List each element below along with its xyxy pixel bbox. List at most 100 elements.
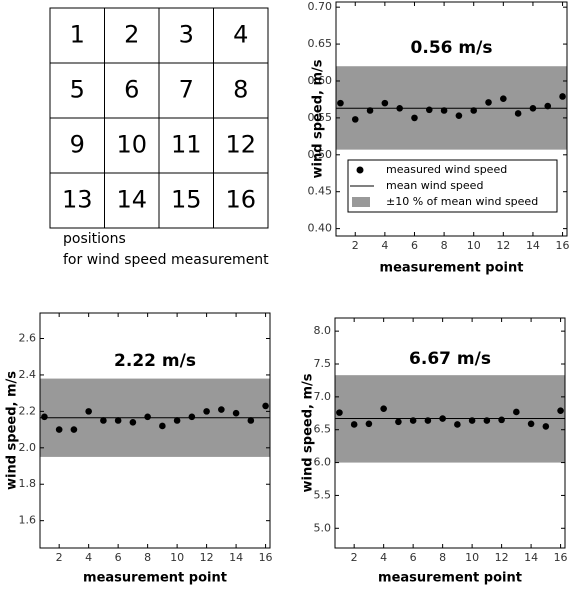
x-tick-label: 16 [556, 239, 570, 252]
data-point [527, 420, 535, 428]
data-point [559, 93, 566, 100]
y-tick-label: 0.40 [308, 222, 333, 235]
plot-frame [39, 312, 271, 549]
x-tick-label: 10 [465, 551, 479, 564]
data-point [247, 417, 255, 424]
data-point [544, 102, 552, 110]
data-point [365, 420, 373, 428]
chart-title: 6.67 m/s [409, 349, 491, 369]
data-point [542, 423, 550, 430]
x-tick-label: 8 [439, 551, 446, 564]
grid-cell-label: 9 [70, 131, 85, 159]
legend-symbol [352, 197, 370, 207]
data-point [396, 104, 403, 112]
data-point [500, 95, 507, 103]
data-point [454, 421, 461, 428]
grid-cell-label: 4 [233, 21, 248, 49]
data-point [336, 409, 343, 416]
x-tick-label: 6 [411, 239, 418, 252]
grid-cell-label: 10 [116, 131, 147, 159]
y-axis-label: wind speed, m/s [311, 59, 326, 178]
x-axis-label: measurement point [378, 571, 522, 586]
data-point [114, 417, 122, 424]
data-point [85, 408, 92, 415]
data-point [381, 99, 389, 107]
y-tick-label: 6.5 [314, 423, 332, 436]
data-point [262, 402, 269, 410]
grid-cell-label: 2 [124, 21, 139, 49]
data-point [351, 116, 359, 123]
grid-cell-label: 5 [70, 76, 85, 104]
legend-frame [347, 159, 558, 213]
data-point [411, 114, 418, 122]
data-point [173, 417, 181, 424]
y-tick-label: 1.8 [19, 477, 37, 490]
y-tick-label: 2.6 [19, 332, 37, 345]
data-point [144, 413, 151, 421]
y-tick-label: 7.0 [314, 390, 332, 403]
y-tick-label: 0.55 [308, 111, 333, 124]
data-point [350, 421, 358, 428]
data-point [159, 422, 166, 430]
data-point [203, 408, 210, 415]
data-point [557, 407, 564, 414]
data-point [70, 426, 78, 433]
data-point [440, 107, 448, 114]
data-point [337, 99, 344, 107]
grid-cell-label: 12 [225, 131, 256, 159]
data-point [366, 107, 374, 114]
x-tick-label: 2 [351, 551, 358, 564]
data-point [218, 406, 225, 413]
data-point [55, 426, 63, 433]
grid-cell-label: 6 [124, 76, 139, 104]
data-point [188, 413, 196, 421]
data-point [483, 417, 491, 424]
y-tick-label: 0.70 [308, 0, 333, 13]
legend-label: measured wind speed [386, 163, 507, 176]
x-tick-label: 6 [410, 551, 417, 564]
y-tick-label: 0.45 [308, 185, 333, 198]
x-tick-label: 16 [554, 551, 568, 564]
data-point [424, 417, 432, 424]
chart-title: 2.22 m/s [114, 351, 196, 371]
x-tick-label: 14 [524, 551, 538, 564]
y-tick-label: 2.0 [19, 441, 37, 454]
x-tick-label: 8 [144, 551, 151, 564]
x-tick-label: 12 [495, 551, 509, 564]
x-tick-label: 4 [381, 239, 388, 252]
data-point [380, 405, 387, 412]
grid-cell-label: 1 [70, 21, 85, 49]
plot-frame [334, 317, 566, 549]
y-tick-label: 6.0 [314, 456, 332, 469]
data-point [41, 413, 48, 421]
x-tick-label: 2 [56, 551, 63, 564]
x-tick-label: 12 [200, 551, 214, 564]
x-tick-label: 10 [467, 239, 481, 252]
data-point [100, 417, 107, 424]
x-tick-label: 14 [526, 239, 540, 252]
y-tick-label: 0.65 [308, 37, 333, 50]
data-point [470, 107, 478, 114]
x-tick-label: 4 [85, 551, 92, 564]
grid-cell-label: 13 [62, 186, 93, 214]
legend-label: mean wind speed [386, 179, 483, 192]
data-point [455, 112, 463, 119]
data-point [409, 417, 417, 424]
grid-caption: for wind speed measurement [63, 252, 269, 268]
data-point [425, 106, 433, 114]
x-tick-label: 8 [441, 239, 448, 252]
y-tick-label: 2.2 [19, 404, 37, 417]
legend-label: ±10 % of mean wind speed [386, 195, 538, 208]
data-point [232, 409, 240, 417]
data-point [395, 418, 402, 426]
plot-frame [335, 1, 568, 237]
y-tick-label: 7.5 [314, 357, 332, 370]
y-tick-label: 8.0 [314, 324, 332, 337]
data-point [498, 416, 505, 424]
grid-cell-label: 8 [233, 76, 248, 104]
chart-title: 0.56 m/s [411, 38, 493, 58]
y-tick-label: 5.0 [314, 521, 332, 534]
x-tick-label: 16 [259, 551, 273, 564]
x-tick-label: 12 [496, 239, 510, 252]
